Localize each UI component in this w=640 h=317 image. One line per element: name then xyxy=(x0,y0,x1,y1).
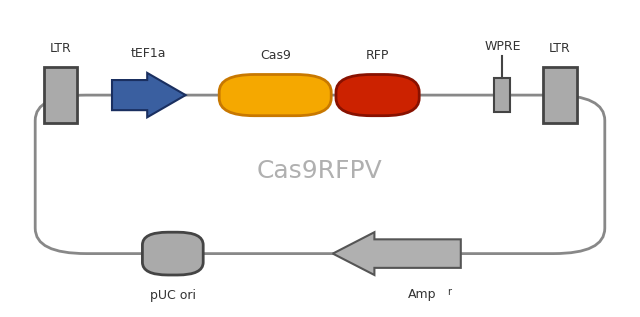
FancyBboxPatch shape xyxy=(44,68,77,123)
FancyBboxPatch shape xyxy=(336,74,419,116)
Text: r: r xyxy=(447,287,451,297)
Text: RFP: RFP xyxy=(366,49,389,62)
Text: pUC ori: pUC ori xyxy=(150,289,196,302)
Polygon shape xyxy=(112,73,186,117)
FancyBboxPatch shape xyxy=(543,68,577,123)
Text: WPRE: WPRE xyxy=(484,40,521,53)
FancyBboxPatch shape xyxy=(143,232,204,275)
FancyBboxPatch shape xyxy=(495,79,511,112)
Text: Amp: Amp xyxy=(408,288,436,301)
FancyBboxPatch shape xyxy=(219,74,332,116)
Text: LTR: LTR xyxy=(50,42,72,55)
Text: tEF1a: tEF1a xyxy=(131,47,166,60)
Text: LTR: LTR xyxy=(549,42,571,55)
Text: Cas9: Cas9 xyxy=(260,49,291,62)
Polygon shape xyxy=(333,232,461,275)
Text: Cas9RFPV: Cas9RFPV xyxy=(257,159,383,183)
